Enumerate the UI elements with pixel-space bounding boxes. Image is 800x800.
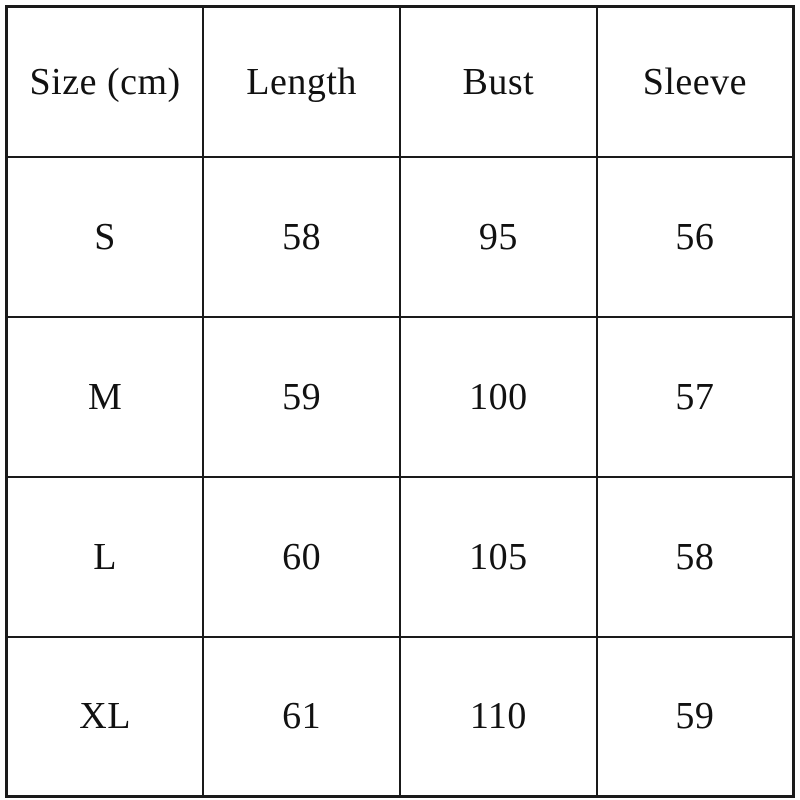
- header-length: Length: [202, 5, 401, 158]
- cell-length: 60: [202, 475, 401, 638]
- cell-bust: 105: [399, 475, 598, 638]
- cell-bust: 100: [399, 315, 598, 478]
- cell-sleeve: 58: [595, 475, 795, 638]
- cell-sleeve: 59: [595, 635, 795, 798]
- header-bust: Bust: [399, 5, 598, 158]
- cell-bust: 110: [399, 635, 598, 798]
- cell-sleeve: 57: [595, 315, 795, 478]
- cell-size: S: [5, 155, 205, 318]
- cell-length: 59: [202, 315, 401, 478]
- cell-size: M: [5, 315, 205, 478]
- table-row-m: M 59 100 57: [5, 315, 795, 478]
- table-row-s: S 58 95 56: [5, 155, 795, 318]
- size-chart-container: Size (cm) Length Bust Sleeve S 58 95 56 …: [5, 5, 795, 798]
- header-sleeve: Sleeve: [595, 5, 795, 158]
- header-row: Size (cm) Length Bust Sleeve: [5, 5, 795, 158]
- cell-length: 58: [202, 155, 401, 318]
- table-row-l: L 60 105 58: [5, 475, 795, 638]
- cell-sleeve: 56: [595, 155, 795, 318]
- cell-size: XL: [5, 635, 205, 798]
- size-chart-table: Size (cm) Length Bust Sleeve S 58 95 56 …: [5, 5, 795, 798]
- cell-length: 61: [202, 635, 401, 798]
- table-row-xl: XL 61 110 59: [5, 635, 795, 798]
- header-size: Size (cm): [5, 5, 205, 158]
- cell-bust: 95: [399, 155, 598, 318]
- cell-size: L: [5, 475, 205, 638]
